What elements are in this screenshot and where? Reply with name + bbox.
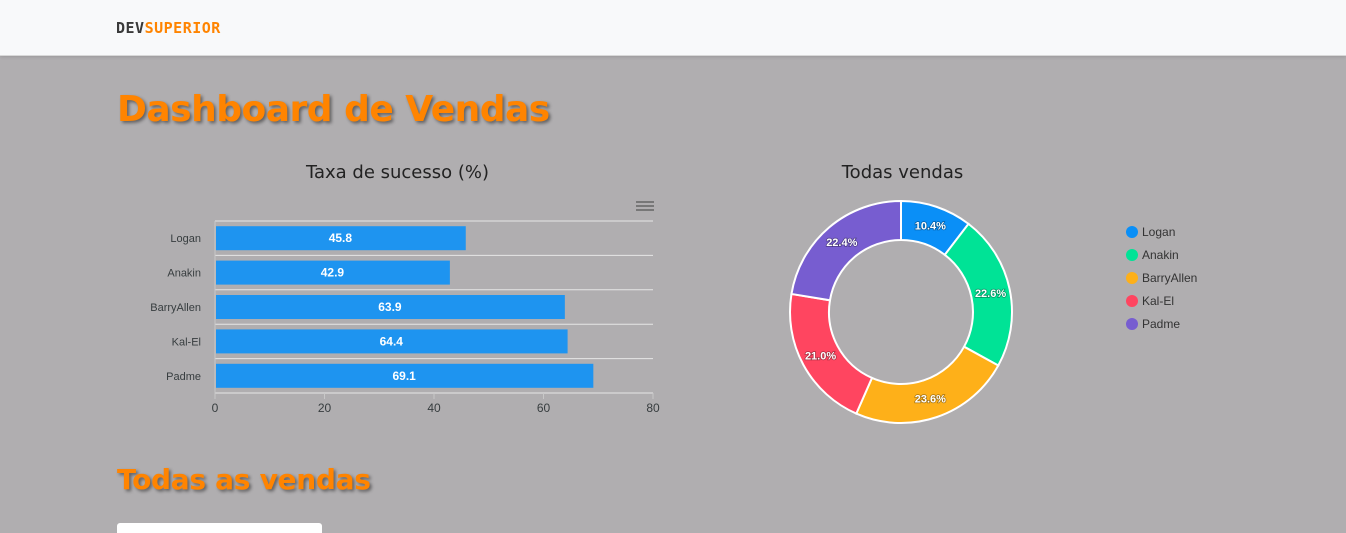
- donut-slice[interactable]: [790, 199, 902, 302]
- legend-marker: [1126, 248, 1138, 261]
- legend-marker: [1126, 271, 1138, 284]
- bar[interactable]: [216, 363, 594, 388]
- bar-category-label: Kal-El: [172, 336, 201, 348]
- bar-value-label: 63.9: [378, 300, 402, 314]
- bar-value-label: 42.9: [321, 266, 345, 280]
- bar[interactable]: [216, 295, 565, 319]
- bar[interactable]: [216, 260, 450, 285]
- legend-label: Logan: [1142, 224, 1176, 239]
- donut-slice-label: 22.6%: [975, 288, 1006, 300]
- bar-category-label: Logan: [170, 233, 201, 245]
- sales-table: [117, 523, 322, 533]
- bar-category-label: Anakin: [167, 268, 201, 280]
- donut-slice-label: 10.4%: [915, 220, 946, 232]
- donut-chart: 10.4% 22.6% 23.6% 21.0% 22.4%: [789, 199, 1013, 424]
- bar-category-label: BarryAllen: [150, 302, 201, 314]
- x-tick-label: 0: [212, 401, 219, 415]
- donut-chart-title: Todas vendas: [841, 162, 964, 183]
- legend-marker: [1126, 294, 1138, 307]
- donut-slice-label: 21.0%: [805, 351, 836, 363]
- x-tick-label: 20: [318, 401, 332, 415]
- donut-slice-label: 23.6%: [915, 394, 946, 406]
- donut-slice-label: 22.4%: [826, 237, 857, 249]
- legend-item[interactable]: Logan: [1126, 220, 1197, 243]
- bar-category-label: Padme: [166, 371, 201, 383]
- donut-legend: Logan Anakin BarryAllen Kal-El Padme: [1126, 220, 1197, 335]
- donut-slice[interactable]: [854, 345, 1000, 424]
- legend-marker: [1126, 225, 1138, 238]
- x-tick-label: 80: [646, 401, 660, 415]
- bar-value-label: 69.1: [392, 369, 416, 383]
- bar-chart: 45.8 Logan 42.9 Anakin 63.9 BarryAllen 64.4 Kal…: [150, 220, 660, 415]
- legend-marker: [1126, 317, 1138, 330]
- bar[interactable]: [216, 226, 466, 251]
- legend-label: Kal-El: [1142, 293, 1175, 308]
- page-title: Dashboard de Vendas: [117, 89, 550, 130]
- section-title: Todas as vendas: [117, 463, 371, 496]
- legend-item[interactable]: Kal-El: [1126, 289, 1197, 312]
- legend-item[interactable]: BarryAllen: [1126, 266, 1197, 289]
- brand-dev: DEV: [116, 19, 145, 37]
- legend-label: Anakin: [1142, 247, 1179, 262]
- x-tick-label: 40: [427, 401, 441, 415]
- legend-item[interactable]: Padme: [1126, 312, 1197, 335]
- bar-value-label: 64.4: [380, 334, 404, 348]
- bar[interactable]: [216, 329, 568, 354]
- brand-logo[interactable]: DEVSUPERIOR: [116, 19, 221, 37]
- legend-item[interactable]: Anakin: [1126, 243, 1197, 266]
- x-tick-label: 60: [537, 401, 551, 415]
- chart-menu-icon[interactable]: [636, 199, 654, 213]
- legend-label: Padme: [1142, 316, 1181, 331]
- navbar: DEVSUPERIOR: [0, 0, 1346, 56]
- legend-label: BarryAllen: [1142, 270, 1198, 285]
- bar-value-label: 45.8: [329, 231, 353, 245]
- brand-superior: SUPERIOR: [144, 19, 221, 37]
- bar-chart-title: Taxa de sucesso (%): [305, 162, 490, 183]
